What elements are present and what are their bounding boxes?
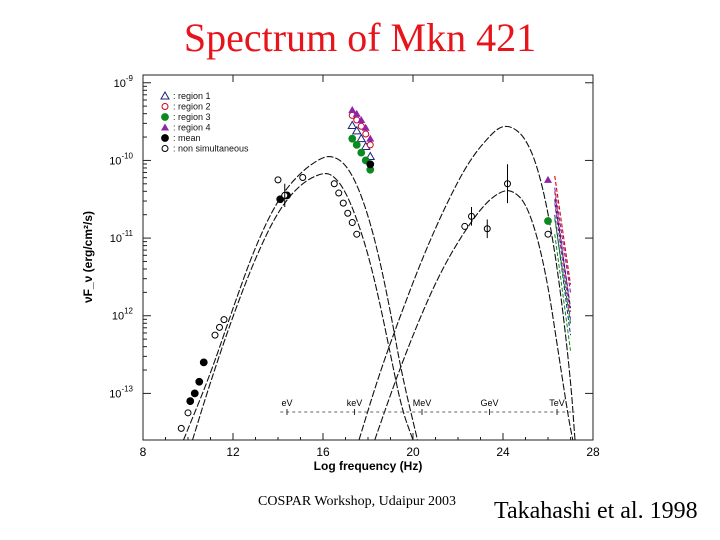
y-tick-label: 1012: [112, 307, 134, 323]
tev-spectrum-line: [554, 191, 571, 312]
data-point: [366, 141, 374, 149]
data-point: [366, 134, 375, 142]
y-axis-label: νF_ν (erg/cm²/s): [81, 211, 95, 303]
data-point: [220, 316, 228, 324]
model-curve: [374, 190, 574, 441]
data-point: [461, 222, 469, 230]
model-curve: [358, 125, 576, 441]
footer-left: COSPAR Workshop, Udaipur 2003: [258, 494, 457, 509]
data-points: [177, 105, 552, 432]
band-label: MeV: [413, 398, 432, 408]
tev-spectra: [554, 175, 572, 351]
data-point: [276, 195, 285, 204]
data-point: [348, 105, 357, 113]
data-point: [161, 145, 169, 152]
legend-label: : region 4: [173, 123, 211, 133]
footer-right: Takahashi et al. 1998: [494, 498, 698, 524]
data-point: [184, 409, 192, 417]
data-point: [335, 189, 343, 197]
data-point: [362, 130, 370, 138]
data-point: [351, 125, 362, 135]
data-point: [344, 209, 352, 217]
model-curves: [182, 125, 576, 441]
legend-label: : region 1: [173, 91, 211, 101]
y-tick-labels: 10-9 10-10 10-11 1012 10-13: [109, 74, 133, 401]
data-point: [544, 230, 552, 238]
tev-spectrum-line: [554, 203, 571, 320]
legend-label: : non simultaneous: [173, 144, 249, 154]
data-point: [161, 134, 169, 142]
energy-band-markers: eV keV MeV GeV TeV: [280, 398, 575, 415]
data-point: [352, 109, 361, 117]
legend-label: : mean: [173, 133, 201, 143]
data-point: [195, 377, 204, 386]
data-point: [366, 160, 375, 169]
data-point: [211, 331, 219, 339]
y-tick-label: 10-13: [109, 384, 133, 400]
x-tick-labels: 8 12 16 20 24 28: [140, 445, 600, 459]
data-point: [299, 174, 307, 182]
tev-spectrum-line: [554, 214, 571, 336]
data-point: [161, 103, 169, 110]
y-tick-label: 10-10: [109, 151, 133, 167]
model-curve: [182, 155, 419, 441]
data-point: [330, 180, 338, 188]
x-tick-label: 8: [140, 445, 147, 459]
data-point: [274, 176, 282, 184]
data-point: [190, 389, 199, 398]
data-point: [356, 133, 367, 143]
x-tick-label: 24: [496, 445, 510, 459]
x-axis-label: Log frequency (Hz): [314, 459, 423, 473]
data-point: [544, 217, 552, 225]
x-tick-label: 28: [586, 445, 600, 459]
data-point: [339, 199, 347, 207]
y-tick-label: 10-9: [114, 74, 134, 90]
slide-title: Spectrum of Mkn 421: [183, 15, 537, 60]
tev-spectrum-line: [554, 175, 572, 285]
data-point: [348, 134, 357, 143]
data-point: [353, 230, 361, 238]
x-tick-label: 12: [226, 445, 240, 459]
data-point: [544, 175, 552, 183]
tev-spectrum-line: [554, 199, 572, 309]
x-tick-label: 16: [316, 445, 330, 459]
data-point: [357, 122, 365, 130]
data-point: [348, 219, 356, 227]
axis-ticks: [142, 75, 594, 440]
legend-label: : region 3: [173, 112, 211, 122]
band-label: TeV: [549, 398, 565, 408]
data-point: [161, 113, 169, 121]
band-label: GeV: [480, 398, 498, 408]
sed-chart: 8 12 16 20 24 28 10-9 10-10 10-11 1012 10-13 Log …: [81, 74, 600, 473]
data-point: [347, 120, 358, 129]
x-tick-label: 20: [406, 445, 420, 459]
data-point: [177, 424, 185, 432]
data-point: [216, 323, 223, 331]
data-point: [160, 90, 170, 100]
data-point: [357, 148, 366, 157]
data-point: [186, 397, 195, 406]
data-point: [361, 123, 370, 131]
data-point: [161, 123, 169, 131]
data-point: [357, 116, 366, 124]
y-tick-label: 10-11: [110, 229, 134, 245]
tev-spectrum-line: [554, 234, 571, 351]
data-point: [199, 358, 208, 367]
legend-label: : region 2: [173, 102, 211, 112]
band-label: eV: [281, 398, 292, 408]
data-point: [352, 140, 361, 149]
legend: : region 1: region 2: region 3: region 4…: [160, 90, 249, 154]
band-label: keV: [347, 398, 363, 408]
model-curve: [191, 172, 414, 441]
